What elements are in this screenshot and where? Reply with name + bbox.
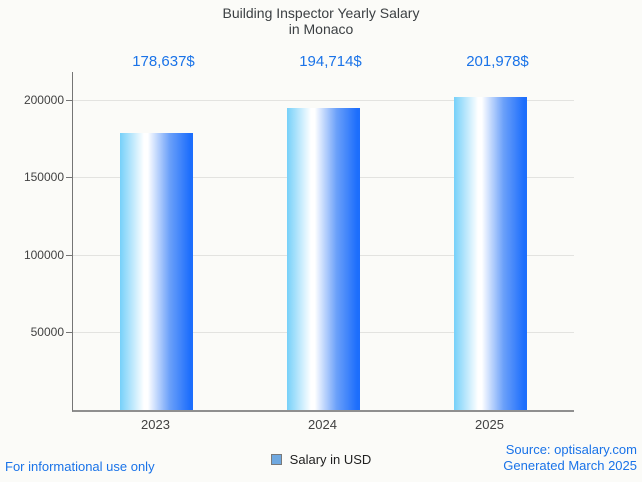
y-axis-label: 150000 [23,170,64,185]
legend-swatch-icon [270,454,282,465]
bar-value-label: 178,637$ [132,53,195,70]
bar-2024 [287,108,360,410]
x-axis-label: 2023 [141,417,170,432]
y-axis-label: 200000 [23,92,64,107]
y-axis-label: 100000 [23,247,64,262]
x-axis-label: 2025 [475,417,504,432]
disclaimer-text: For informational use only [5,459,155,474]
bar-2023 [120,133,193,410]
legend: Salary in USD [0,452,642,467]
x-axis-label: 2024 [308,417,337,432]
chart-title: Building Inspector Yearly Salary in Mona… [0,5,642,37]
chart-title-line1: Building Inspector Yearly Salary [222,5,420,21]
y-axis-label: 50000 [30,325,64,340]
gridline [73,99,574,101]
plot-area [72,72,574,412]
y-axis-tick [66,99,72,101]
chart-title-line2: in Monaco [288,21,354,37]
generated-date: Generated March 2025 [503,458,637,473]
source-link[interactable]: Source: optisalary.com [505,442,637,457]
y-axis-tick [66,254,72,256]
source-block: Source: optisalary.com Generated March 2… [503,442,637,474]
legend-label: Salary in USD [289,452,372,467]
bar-value-label: 194,714$ [299,53,362,70]
bar-2025 [454,96,527,410]
y-axis-tick [66,177,72,179]
y-axis-tick [66,332,72,334]
bar-value-label: 201,978$ [466,53,529,70]
